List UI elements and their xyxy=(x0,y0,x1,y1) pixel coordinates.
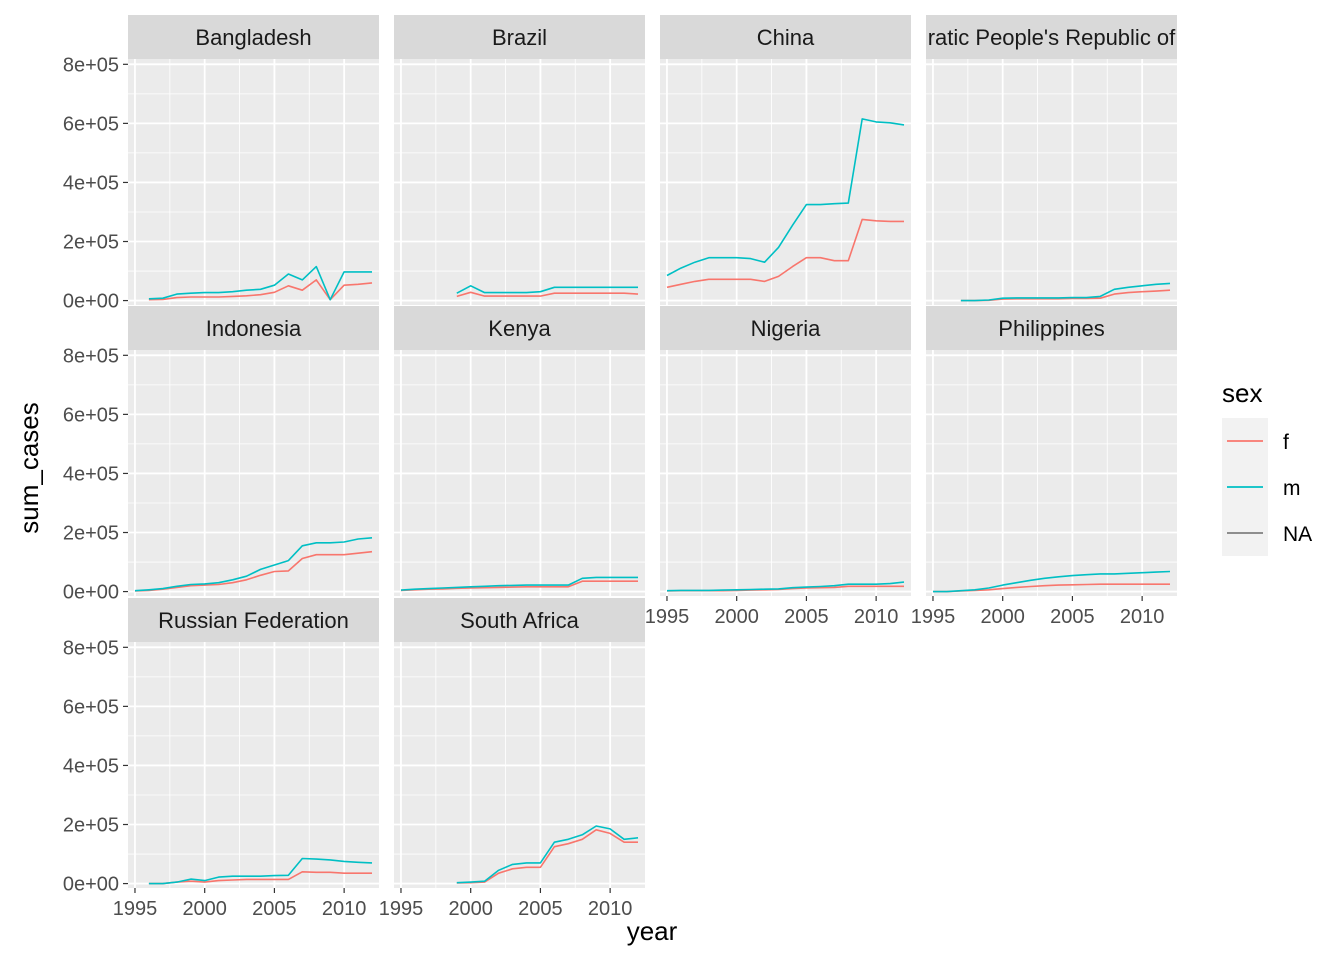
facet-strip-label: Kenya xyxy=(488,316,551,341)
x-tick-label: 2000 xyxy=(980,606,1025,628)
x-tick-label: 2010 xyxy=(588,898,633,920)
facet-panel: ratic People's Republic of xyxy=(926,15,1177,305)
facet-strip-label: Indonesia xyxy=(206,316,302,341)
series-line-m xyxy=(400,576,638,591)
legend-title: sex xyxy=(1222,378,1262,408)
x-tick-label: 2000 xyxy=(448,898,493,920)
y-tick-label: 2e+05 xyxy=(63,523,119,545)
facet-strip-label: Philippines xyxy=(998,316,1104,341)
x-tick-label: 2005 xyxy=(518,898,563,920)
facet-strip xyxy=(660,15,911,59)
x-tick-label: 2005 xyxy=(252,898,297,920)
y-tick-label: 0e+00 xyxy=(63,582,119,604)
series-line-m xyxy=(456,284,638,294)
y-tick-label: 0e+00 xyxy=(63,874,119,896)
x-tick-label: 2005 xyxy=(784,606,829,628)
facet-strip xyxy=(128,598,379,642)
series-line-f xyxy=(666,218,904,289)
facet-strip-label: Russian Federation xyxy=(158,608,349,633)
y-tick-label: 0e+00 xyxy=(63,291,119,313)
x-tick-label: 2005 xyxy=(1050,606,1095,628)
facet-panel: Bangladesh xyxy=(128,15,379,305)
facet-strip xyxy=(394,306,645,350)
facet-strip xyxy=(128,306,379,350)
facet-panel: South Africa xyxy=(394,598,645,888)
series-line-m xyxy=(148,265,372,301)
series-line-f xyxy=(400,580,638,592)
x-tick-label: 2010 xyxy=(322,898,367,920)
facet-panel: Russian Federation xyxy=(128,598,379,888)
facet-strip xyxy=(926,306,1177,350)
legend-item: NA xyxy=(1222,510,1312,556)
x-axis-title: year xyxy=(627,916,678,946)
series-line-m xyxy=(148,857,373,885)
x-tick-label: 1995 xyxy=(113,898,158,920)
x-tick-label: 2010 xyxy=(854,606,899,628)
y-tick-label: 6e+05 xyxy=(63,696,119,718)
y-tick-label: 4e+05 xyxy=(63,463,119,485)
series-line-m xyxy=(666,581,905,592)
legend-label: m xyxy=(1283,477,1301,500)
x-tick-label: 1995 xyxy=(379,898,424,920)
y-axis-title: sum_cases xyxy=(14,402,44,534)
x-tick-label: 2000 xyxy=(714,606,759,628)
x-tick-label: 1995 xyxy=(645,606,690,628)
series-line-f xyxy=(134,550,373,592)
facet-strip-label: China xyxy=(757,25,815,50)
x-tick-label: 2010 xyxy=(1120,606,1165,628)
y-tick-label: 8e+05 xyxy=(63,637,119,659)
facet-strip-label: Bangladesh xyxy=(195,25,311,50)
series-line-m xyxy=(134,537,373,592)
legend-item: m xyxy=(1222,464,1301,510)
facet-strip xyxy=(394,15,645,59)
axes-layer: 0e+00 2e+05 4e+05 6e+05 8e+05 0e+00 2e+05 4e+05… xyxy=(63,54,1165,920)
y-tick-label: 6e+05 xyxy=(63,113,119,135)
series-line-m xyxy=(960,282,1171,302)
facet-panel: Kenya xyxy=(394,306,645,596)
facet-panel: Philippines xyxy=(926,306,1177,596)
y-tick-label: 2e+05 xyxy=(63,815,119,837)
y-tick-label: 4e+05 xyxy=(63,755,119,777)
series-line-f xyxy=(456,291,639,298)
facet-strip-label: ratic People's Republic of xyxy=(928,25,1176,50)
legend-item: f xyxy=(1222,418,1289,464)
facet-panel: Brazil xyxy=(394,15,645,305)
y-tick-label: 6e+05 xyxy=(63,404,119,426)
facet-strip xyxy=(394,598,645,642)
y-tick-label: 8e+05 xyxy=(63,54,119,76)
panels-layer: Bangladesh Brazil China ratic People's Repu… xyxy=(128,15,1177,888)
series-line-f xyxy=(148,870,372,885)
facet-panel: China xyxy=(660,15,911,305)
y-tick-label: 2e+05 xyxy=(63,232,119,254)
legend-label: f xyxy=(1283,431,1289,454)
series-line-f xyxy=(148,279,373,301)
facet-panel: Nigeria xyxy=(660,306,911,596)
legend: sex fm NA xyxy=(1222,378,1312,556)
legend-label: NA xyxy=(1283,523,1312,546)
series-line-m xyxy=(933,570,1171,593)
facet-strip-label: Nigeria xyxy=(751,316,821,341)
facet-strip xyxy=(660,306,911,350)
x-tick-label: 1995 xyxy=(911,606,956,628)
series-line-m xyxy=(666,118,905,277)
series-line-f xyxy=(456,828,638,884)
series-line-m xyxy=(456,825,639,884)
y-tick-label: 8e+05 xyxy=(63,345,119,367)
facet-strip xyxy=(128,15,379,59)
x-tick-label: 2000 xyxy=(182,898,227,920)
facet-strip-label: South Africa xyxy=(460,608,579,633)
facet-strip xyxy=(926,15,1177,59)
facet-strip-label: Brazil xyxy=(492,25,547,50)
y-tick-label: 4e+05 xyxy=(63,172,119,194)
facet-panel: Indonesia xyxy=(128,306,379,596)
